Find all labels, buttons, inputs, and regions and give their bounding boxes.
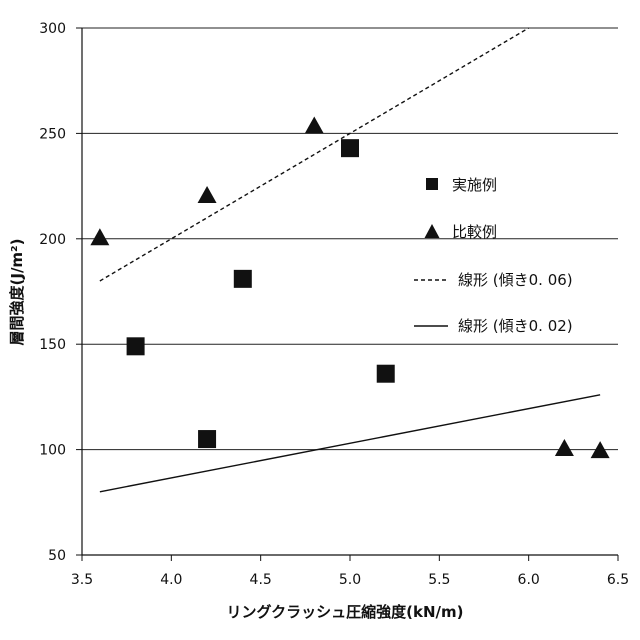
y-tick-label: 50 <box>48 548 66 564</box>
solid-trend-line <box>100 395 600 492</box>
x-axis-title: リングクラッシュ圧縮強度(kN/m) <box>226 603 463 621</box>
y-axis-title: 層間強度(J/m²) <box>8 239 26 346</box>
y-tick-label: 250 <box>39 126 66 142</box>
trend-lines <box>100 28 600 492</box>
legend-label: 実施例 <box>452 176 497 194</box>
y-tick-label: 200 <box>39 232 66 248</box>
y-tick-label: 100 <box>39 443 66 459</box>
square-point <box>234 270 252 288</box>
legend-item-series-4: 線形 (傾き0. 02) <box>414 317 573 335</box>
square-point <box>198 430 216 448</box>
x-axis-ticks: 3.5 4.0 4.5 5.0 5.5 6.0 6.5 <box>71 555 629 588</box>
legend-item-series-1: 実施例 <box>426 176 497 194</box>
x-tick-label: 6.0 <box>518 572 540 588</box>
x-tick-label: 5.5 <box>428 572 450 588</box>
legend-label: 線形 (傾き0. 02) <box>458 317 573 335</box>
x-tick-label: 5.0 <box>339 572 361 588</box>
x-tick-label: 4.5 <box>250 572 272 588</box>
triangle-point <box>555 439 574 456</box>
legend-square-marker <box>426 178 438 190</box>
square-point <box>341 139 359 157</box>
legend-label: 比較例 <box>452 223 497 241</box>
triangle-point <box>198 186 217 203</box>
y-tick-label: 150 <box>39 337 66 353</box>
legend: 実施例 比較例 線形 (傾き0. 06) 線形 (傾き0. 02) <box>414 176 573 335</box>
dashed-trend-line <box>100 28 529 281</box>
x-tick-label: 3.5 <box>71 572 93 588</box>
axes <box>82 28 618 555</box>
legend-item-series-3: 線形 (傾き0. 06) <box>414 271 573 289</box>
gridlines <box>82 28 618 450</box>
triangle-point <box>305 116 324 133</box>
triangle-point <box>90 228 109 245</box>
legend-label: 線形 (傾き0. 06) <box>458 271 573 289</box>
x-tick-label: 4.0 <box>160 572 182 588</box>
y-axis-ticks: 50 100 150 200 250 300 <box>39 21 82 564</box>
square-point <box>377 365 395 383</box>
square-point <box>127 337 145 355</box>
legend-triangle-marker <box>425 224 440 238</box>
x-tick-label: 6.5 <box>607 572 629 588</box>
y-tick-label: 300 <box>39 21 66 37</box>
